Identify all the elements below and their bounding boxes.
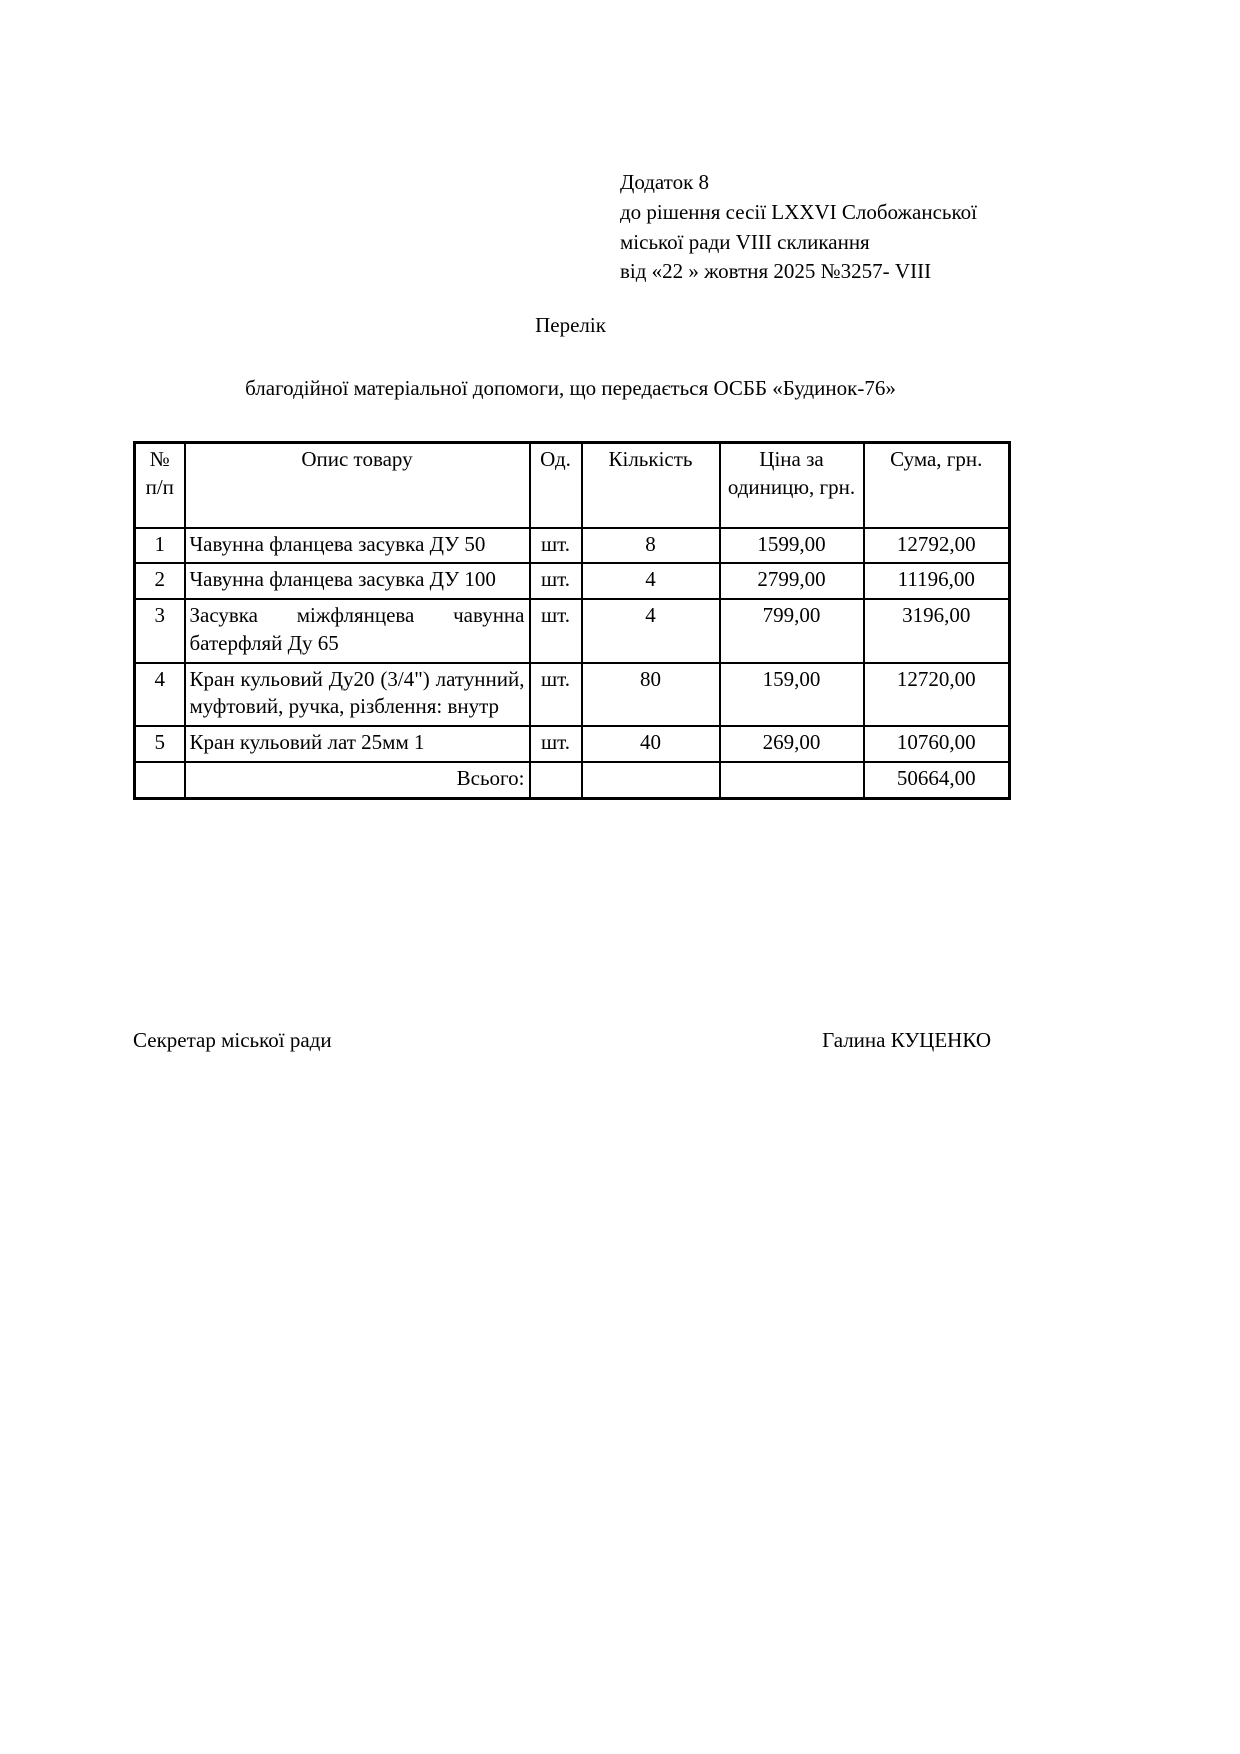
total-sum-value: 50664,00 [862, 760, 1011, 800]
signatory-position: Секретар міської ради [133, 1027, 332, 1052]
table-row: 2 Чавунна фланцева засувка ДУ 100 шт. 4 … [133, 562, 1011, 601]
item-unit-price: 159,00 [718, 661, 865, 728]
row-number: 2 [133, 562, 186, 601]
table-row: 1 Чавунна фланцева засувка ДУ 50 шт. 8 1… [133, 526, 1011, 565]
item-description: Засувка міжфлянцева чавунна батерфляй Ду… [183, 598, 531, 664]
item-quantity: 40 [580, 725, 721, 763]
decision-reference-line: до рішення сесії LXXVI Слобожанської [620, 199, 977, 224]
item-quantity: 4 [580, 562, 721, 601]
appendix-number-line: Додаток 8 [620, 170, 710, 194]
item-quantity: 4 [580, 598, 721, 664]
item-unit: шт. [528, 598, 583, 664]
item-unit-price: 1599,00 [718, 526, 865, 565]
item-sum: 12792,00 [862, 526, 1011, 565]
table-row: 5 Кран кульовий лат 25мм 1 шт. 40 269,00… [133, 725, 1011, 763]
council-line: міської ради VIII скликання [620, 229, 870, 254]
item-description: Кран кульовий Ду20 (3/4") латунний, муфт… [183, 661, 531, 728]
date-number-line: від «22 » жовтня 2025 №3257- VIII [620, 259, 932, 284]
column-header-quantity: Кількість [580, 441, 721, 529]
item-unit: шт. [528, 661, 583, 728]
item-unit: шт. [528, 526, 583, 565]
signature-block: Секретар міської ради Галина КУЦЕНКО [133, 1028, 991, 1053]
column-header-number: № п/п [133, 441, 186, 529]
signatory-name: Галина КУЦЕНКО [822, 1027, 991, 1052]
item-unit-price: 269,00 [718, 725, 865, 763]
table-header-row: № п/п Опис товару Од. Кількість Ціна за … [133, 441, 1011, 529]
item-unit: шт. [528, 725, 583, 763]
page-subtitle: благодійної матеріальної допомоги, що пе… [245, 376, 896, 401]
item-quantity: 80 [580, 661, 721, 728]
item-sum: 12720,00 [862, 661, 1011, 728]
column-header-unit-price: Ціна за одиницю, грн. [718, 441, 865, 529]
column-header-unit: Од. [528, 441, 583, 529]
total-empty-price-cell [718, 760, 865, 800]
total-label: Всього: [183, 760, 531, 800]
items-table: № п/п Опис товару Од. Кількість Ціна за … [133, 441, 1011, 800]
item-sum: 10760,00 [862, 725, 1011, 763]
item-sum: 11196,00 [862, 562, 1011, 601]
table-row: 3 Засувка міжфлянцева чавунна батерфляй … [133, 598, 1011, 664]
row-number: 4 [133, 661, 186, 728]
total-empty-number-cell [133, 760, 186, 800]
item-unit: шт. [528, 562, 583, 601]
item-unit-price: 2799,00 [718, 562, 865, 601]
appendix-header-block: Додаток 8 до рішення сесії LXXVI Слобожа… [620, 168, 1020, 287]
item-unit-price: 799,00 [718, 598, 865, 664]
column-header-sum: Сума, грн. [862, 441, 1011, 529]
item-sum: 3196,00 [862, 598, 1011, 664]
column-header-description: Опис товару [183, 441, 531, 529]
item-description: Чавунна фланцева засувка ДУ 100 [183, 562, 531, 601]
document-page: Додаток 8 до рішення сесії LXXVI Слобожа… [133, 0, 1011, 1754]
page-title: Перелік [535, 313, 606, 338]
row-number: 5 [133, 725, 186, 763]
row-number: 3 [133, 598, 186, 664]
total-empty-quantity-cell [580, 760, 721, 800]
item-description: Кран кульовий лат 25мм 1 [183, 725, 531, 763]
row-number: 1 [133, 526, 186, 565]
table-row: 4 Кран кульовий Ду20 (3/4") латунний, му… [133, 661, 1011, 728]
item-quantity: 8 [580, 526, 721, 565]
item-description: Чавунна фланцева засувка ДУ 50 [183, 526, 531, 565]
total-empty-unit-cell [528, 760, 583, 800]
total-row: Всього: 50664,00 [133, 760, 1011, 800]
